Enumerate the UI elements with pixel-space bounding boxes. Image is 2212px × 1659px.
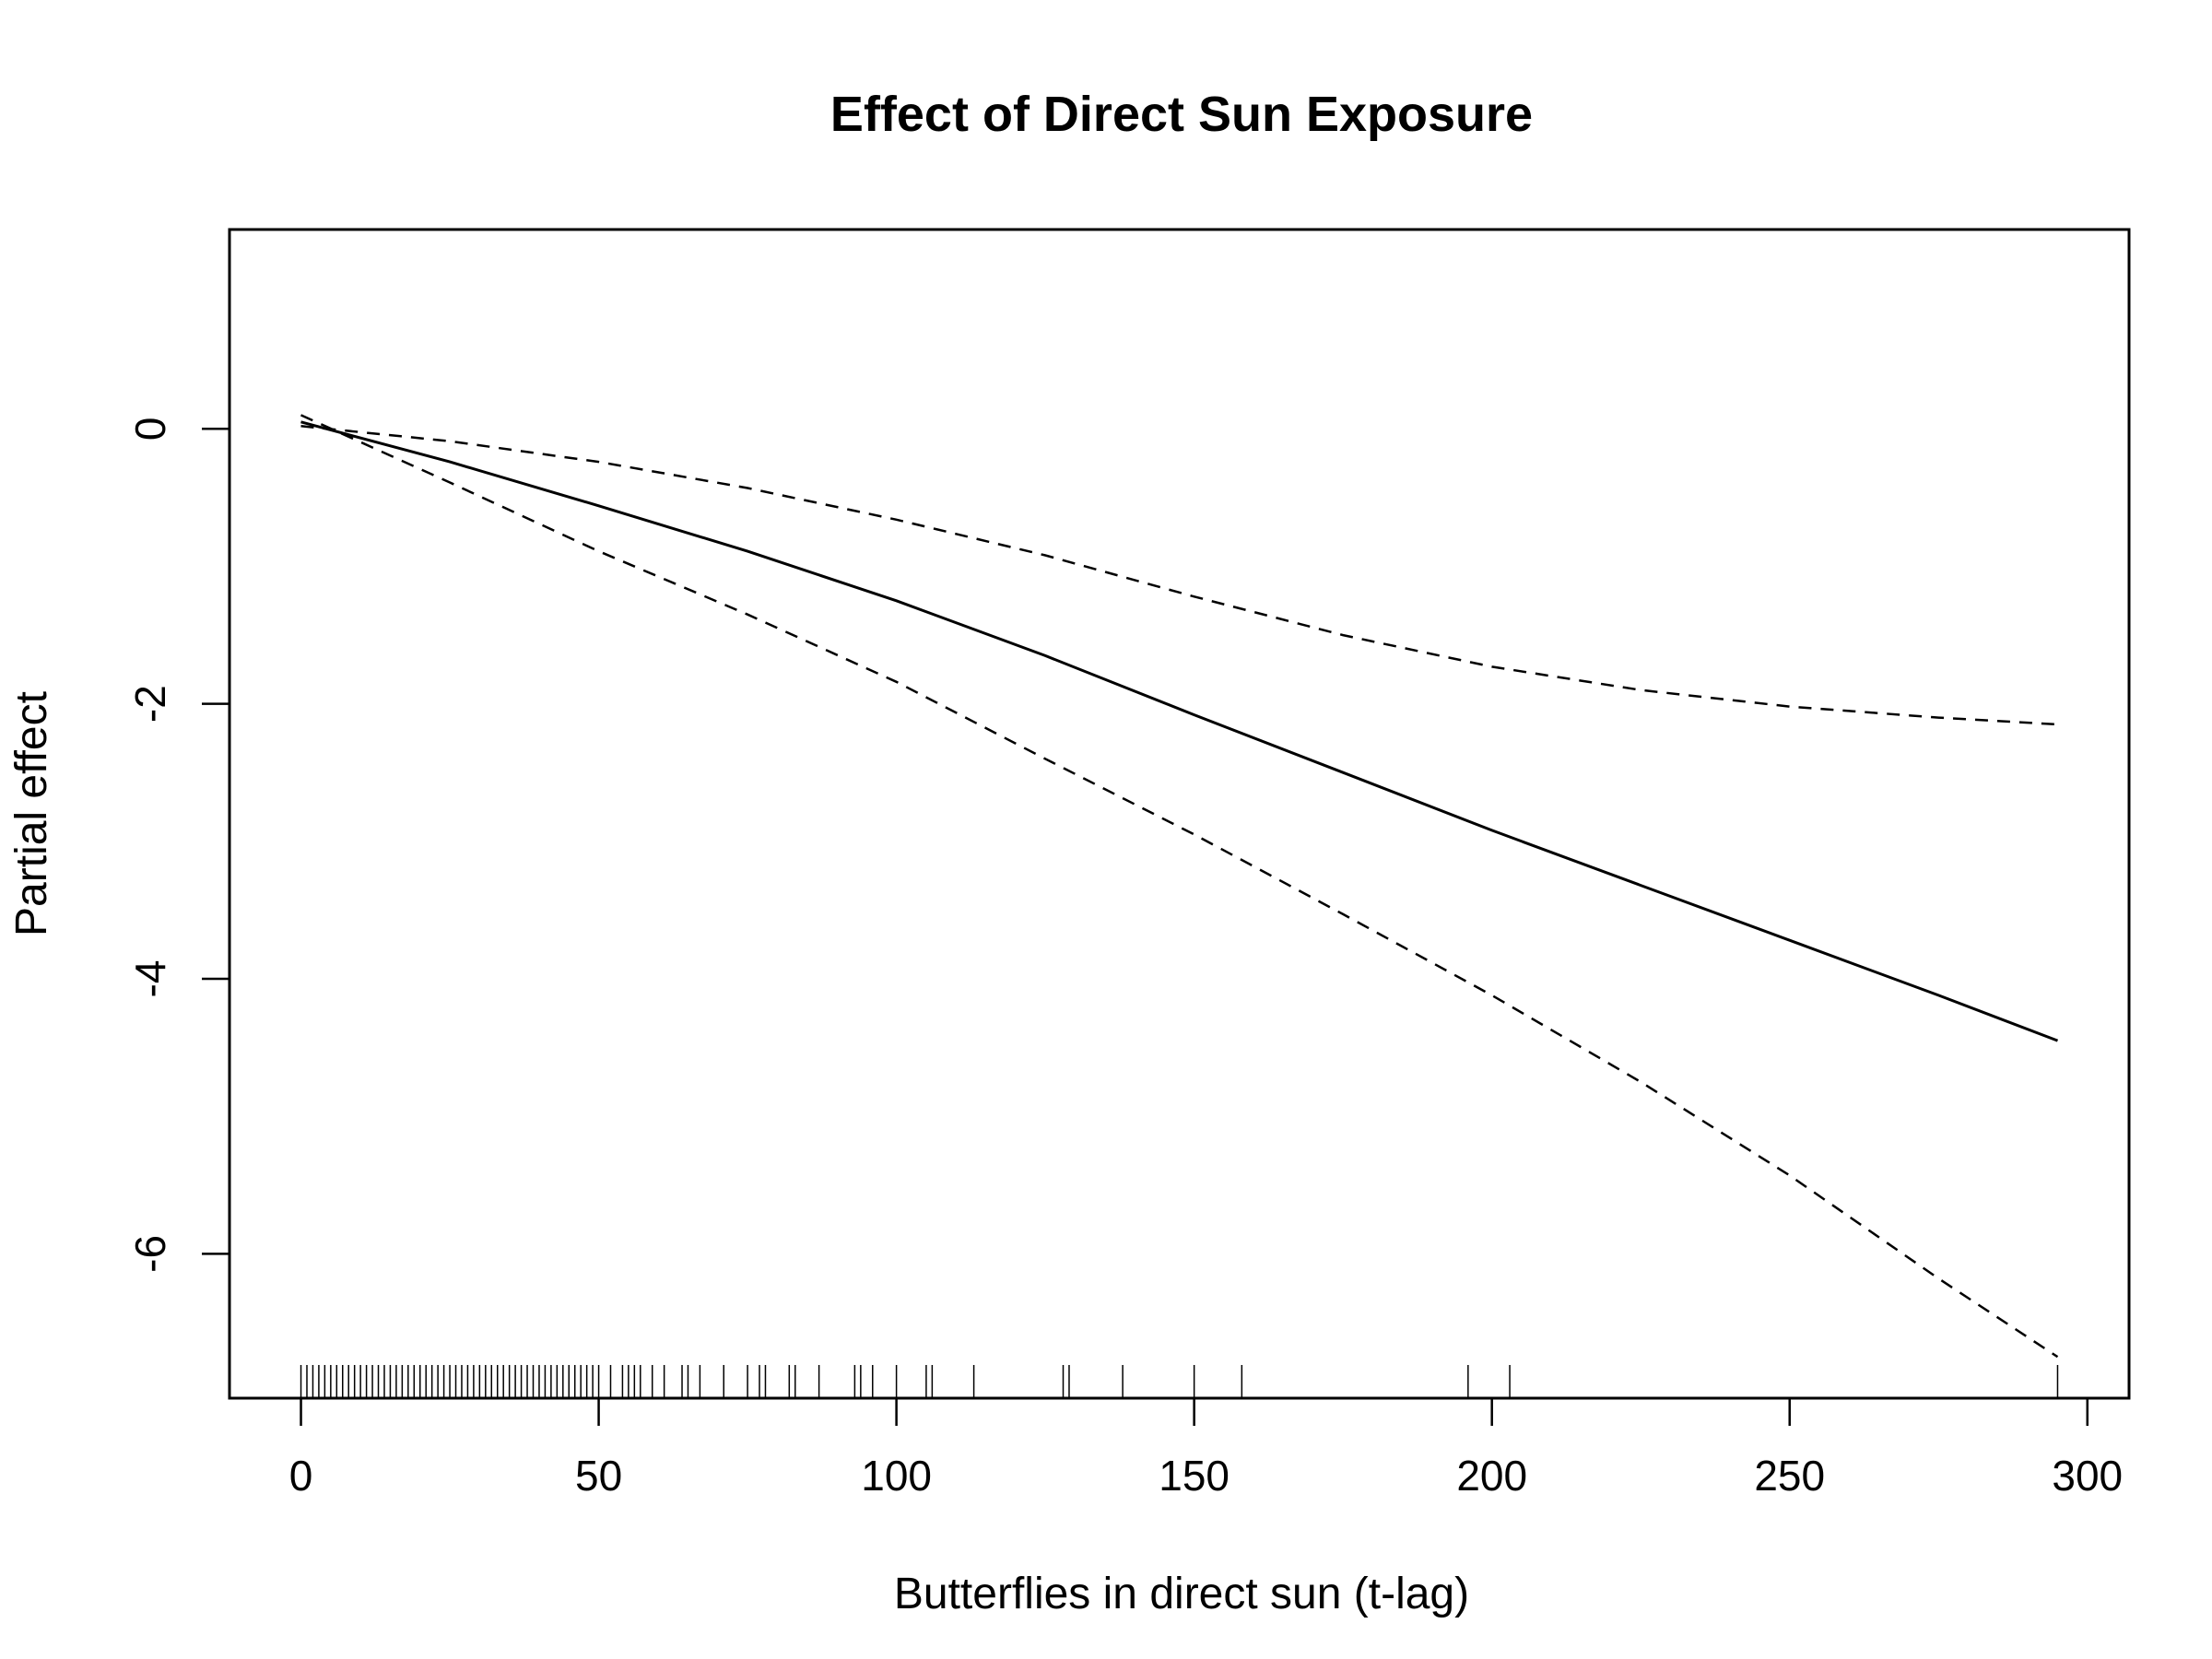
x-tick-label: 50: [575, 1452, 622, 1500]
x-tick-label: 150: [1159, 1452, 1230, 1500]
rug-plot: [300, 1365, 2059, 1398]
y-tick-label: -6: [126, 1235, 174, 1273]
y-tick-label: -4: [126, 960, 174, 998]
upper-ci-line: [300, 425, 2058, 726]
x-tick-label: 100: [861, 1452, 932, 1500]
chart-title: Effect of Direct Sun Exposure: [830, 87, 1533, 142]
plot-frame: [228, 228, 2131, 1400]
x-tick-label: 0: [289, 1452, 313, 1500]
x-axis-label: Butterflies in direct sun (t-lag): [894, 1570, 1469, 1618]
series-group: [300, 414, 2059, 1359]
x-axis: 0 50 100 150 200 250 300: [289, 1396, 2123, 1500]
lower-ci-line: [300, 414, 2059, 1359]
x-tick-label: 200: [1456, 1452, 1527, 1500]
x-tick-label: 250: [1754, 1452, 1825, 1500]
fit-line: [300, 420, 2059, 1042]
y-tick-label: 0: [126, 418, 174, 441]
x-tick-label: 300: [2052, 1452, 2123, 1500]
y-axis-label: Partial effect: [7, 691, 56, 936]
y-tick-label: -2: [126, 685, 174, 723]
y-axis: 0 -2 -4 -6: [126, 418, 231, 1273]
